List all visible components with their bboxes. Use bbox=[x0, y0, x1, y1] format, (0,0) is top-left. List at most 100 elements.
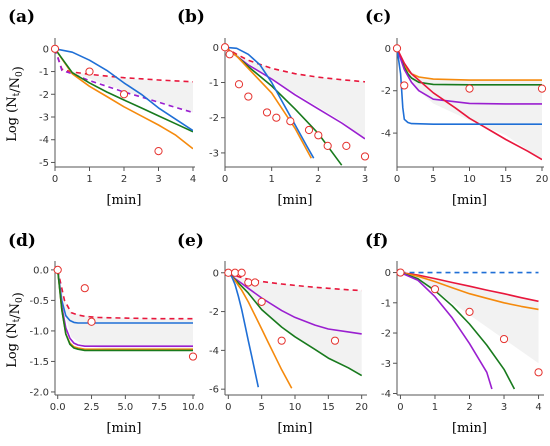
data-point bbox=[244, 92, 253, 101]
data-point bbox=[188, 352, 198, 361]
y-tick-label: 0 bbox=[43, 44, 49, 55]
x-tick-label: 0.0 bbox=[50, 402, 66, 413]
data-point bbox=[499, 334, 509, 344]
x-axis-label: [min] bbox=[277, 193, 312, 208]
y-tick-label: -3 bbox=[39, 113, 49, 124]
data-point bbox=[304, 125, 314, 135]
x-tick-label: 10 bbox=[289, 402, 302, 413]
x-tick-label: 15 bbox=[322, 402, 335, 413]
panel-label: (e) bbox=[177, 231, 204, 251]
x-tick-label: 3 bbox=[362, 174, 368, 185]
x-tick-label: 4 bbox=[535, 402, 541, 413]
y-tick-label: 0.0 bbox=[33, 265, 49, 276]
y-axis-label-text: /N bbox=[8, 77, 23, 93]
y-axis-label-text: Log (N bbox=[5, 96, 20, 141]
confidence-band bbox=[225, 47, 365, 139]
data-point bbox=[396, 268, 405, 277]
y-tick-label: -5 bbox=[39, 158, 49, 169]
chart-panel: (d) 0.0 2.5 5.0 7.5 10.0 0.0 -0.5 -1.0 -1.5 -2.0 [m… bbox=[8, 231, 204, 436]
y-tick-label: -2.0 bbox=[29, 387, 49, 398]
panel-label: (f) bbox=[365, 231, 388, 251]
y-tick-label: 0 bbox=[213, 43, 219, 54]
data-point bbox=[272, 113, 281, 122]
data-point bbox=[257, 297, 266, 306]
data-point bbox=[360, 152, 370, 161]
series-line-orange bbox=[227, 272, 293, 389]
x-axis-label: [min] bbox=[277, 421, 312, 436]
y-axis-label-row2: Log (Nt/N0) bbox=[5, 292, 26, 368]
y-tick-label: 0 bbox=[213, 268, 219, 279]
chart-panel: (c) 0 5 10 15 20 0 -2 -4 [min] bbox=[365, 7, 548, 208]
y-axis-label-text: Log (N bbox=[5, 322, 20, 367]
x-tick-label: 4 bbox=[190, 174, 196, 185]
x-tick-label: 10 bbox=[463, 174, 476, 185]
data-point bbox=[400, 81, 409, 90]
data-point bbox=[430, 285, 440, 294]
x-tick-label: 5 bbox=[258, 402, 264, 413]
data-point bbox=[224, 268, 233, 277]
series-line-purple bbox=[227, 272, 362, 335]
data-point bbox=[53, 265, 62, 274]
data-point bbox=[392, 44, 402, 53]
x-tick-label: 1 bbox=[432, 402, 438, 413]
data-point bbox=[220, 43, 230, 52]
panel-label: (b) bbox=[177, 7, 205, 27]
x-tick-label: 1 bbox=[268, 174, 274, 185]
data-point bbox=[154, 146, 163, 156]
confidence-band bbox=[55, 48, 193, 113]
y-axis-label-subscript: t bbox=[12, 318, 22, 322]
series-line-orange bbox=[225, 46, 313, 159]
y-tick-label: -4 bbox=[381, 129, 391, 140]
x-tick-label: 0 bbox=[52, 174, 58, 185]
x-tick-label: 10.0 bbox=[182, 402, 204, 413]
series-line-orange bbox=[397, 48, 542, 81]
data-point bbox=[234, 80, 244, 89]
chart-panel: (f) 0 1 2 3 4 0 -1 -2 -3 -4 [min] bbox=[365, 231, 544, 436]
x-tick-label: 2 bbox=[466, 402, 472, 413]
y-tick-label: -1.5 bbox=[29, 357, 49, 368]
data-point bbox=[80, 284, 89, 293]
y-tick-label: -2 bbox=[39, 90, 49, 101]
y-tick-label: -2 bbox=[209, 113, 219, 124]
y-axis-label-row1: Log (Nt/N0) bbox=[5, 66, 26, 142]
x-tick-label: 3 bbox=[155, 174, 161, 185]
x-tick-label: 7.5 bbox=[151, 402, 167, 413]
series-line-red bbox=[56, 269, 193, 320]
y-tick-label: -6 bbox=[209, 385, 219, 396]
y-axis-label: Log (Nt/N0) bbox=[5, 292, 26, 368]
data-point bbox=[330, 336, 340, 345]
y-tick-label: -3 bbox=[209, 148, 219, 159]
series-line-red bbox=[225, 46, 365, 83]
x-tick-label: 2.5 bbox=[84, 402, 100, 413]
panel-label: (a) bbox=[8, 7, 35, 27]
x-tick-label: 0 bbox=[397, 402, 403, 413]
x-tick-label: 3 bbox=[501, 402, 507, 413]
y-axis-label-subscript: t bbox=[12, 92, 22, 96]
series-line-purple bbox=[400, 271, 493, 390]
chart-panel: (a) 0 1 2 3 4 0 -1 -2 -3 -4 -5 [min] bbox=[8, 7, 196, 208]
x-axis-label: [min] bbox=[452, 421, 487, 436]
panel-label: (d) bbox=[8, 231, 36, 251]
y-tick-label: -0.5 bbox=[29, 296, 49, 307]
series-line-blue bbox=[225, 46, 315, 159]
y-axis-label-text: /N bbox=[8, 303, 23, 319]
chart-panel: (e) 0 5 10 15 20 0 -2 -4 -6 [min] bbox=[177, 231, 368, 436]
y-tick-label: -1 bbox=[381, 298, 391, 309]
y-tick-label: -2 bbox=[381, 86, 391, 97]
confidence-band bbox=[400, 272, 539, 364]
y-axis-label-text: ) bbox=[11, 292, 26, 297]
y-tick-label: -4 bbox=[39, 135, 49, 146]
data-point bbox=[50, 44, 60, 53]
x-axis-label: [min] bbox=[106, 193, 141, 208]
x-tick-label: 20 bbox=[355, 402, 368, 413]
series-line-green bbox=[400, 271, 516, 390]
data-point bbox=[237, 268, 246, 277]
y-axis-label: Log (Nt/N0) bbox=[5, 66, 26, 142]
series-line-red bbox=[400, 271, 539, 303]
series-line-red bbox=[227, 272, 362, 292]
data-point bbox=[262, 108, 272, 117]
y-tick-label: 0 bbox=[385, 268, 391, 279]
data-point bbox=[323, 141, 332, 150]
data-point bbox=[87, 317, 96, 326]
data-point bbox=[534, 368, 543, 377]
